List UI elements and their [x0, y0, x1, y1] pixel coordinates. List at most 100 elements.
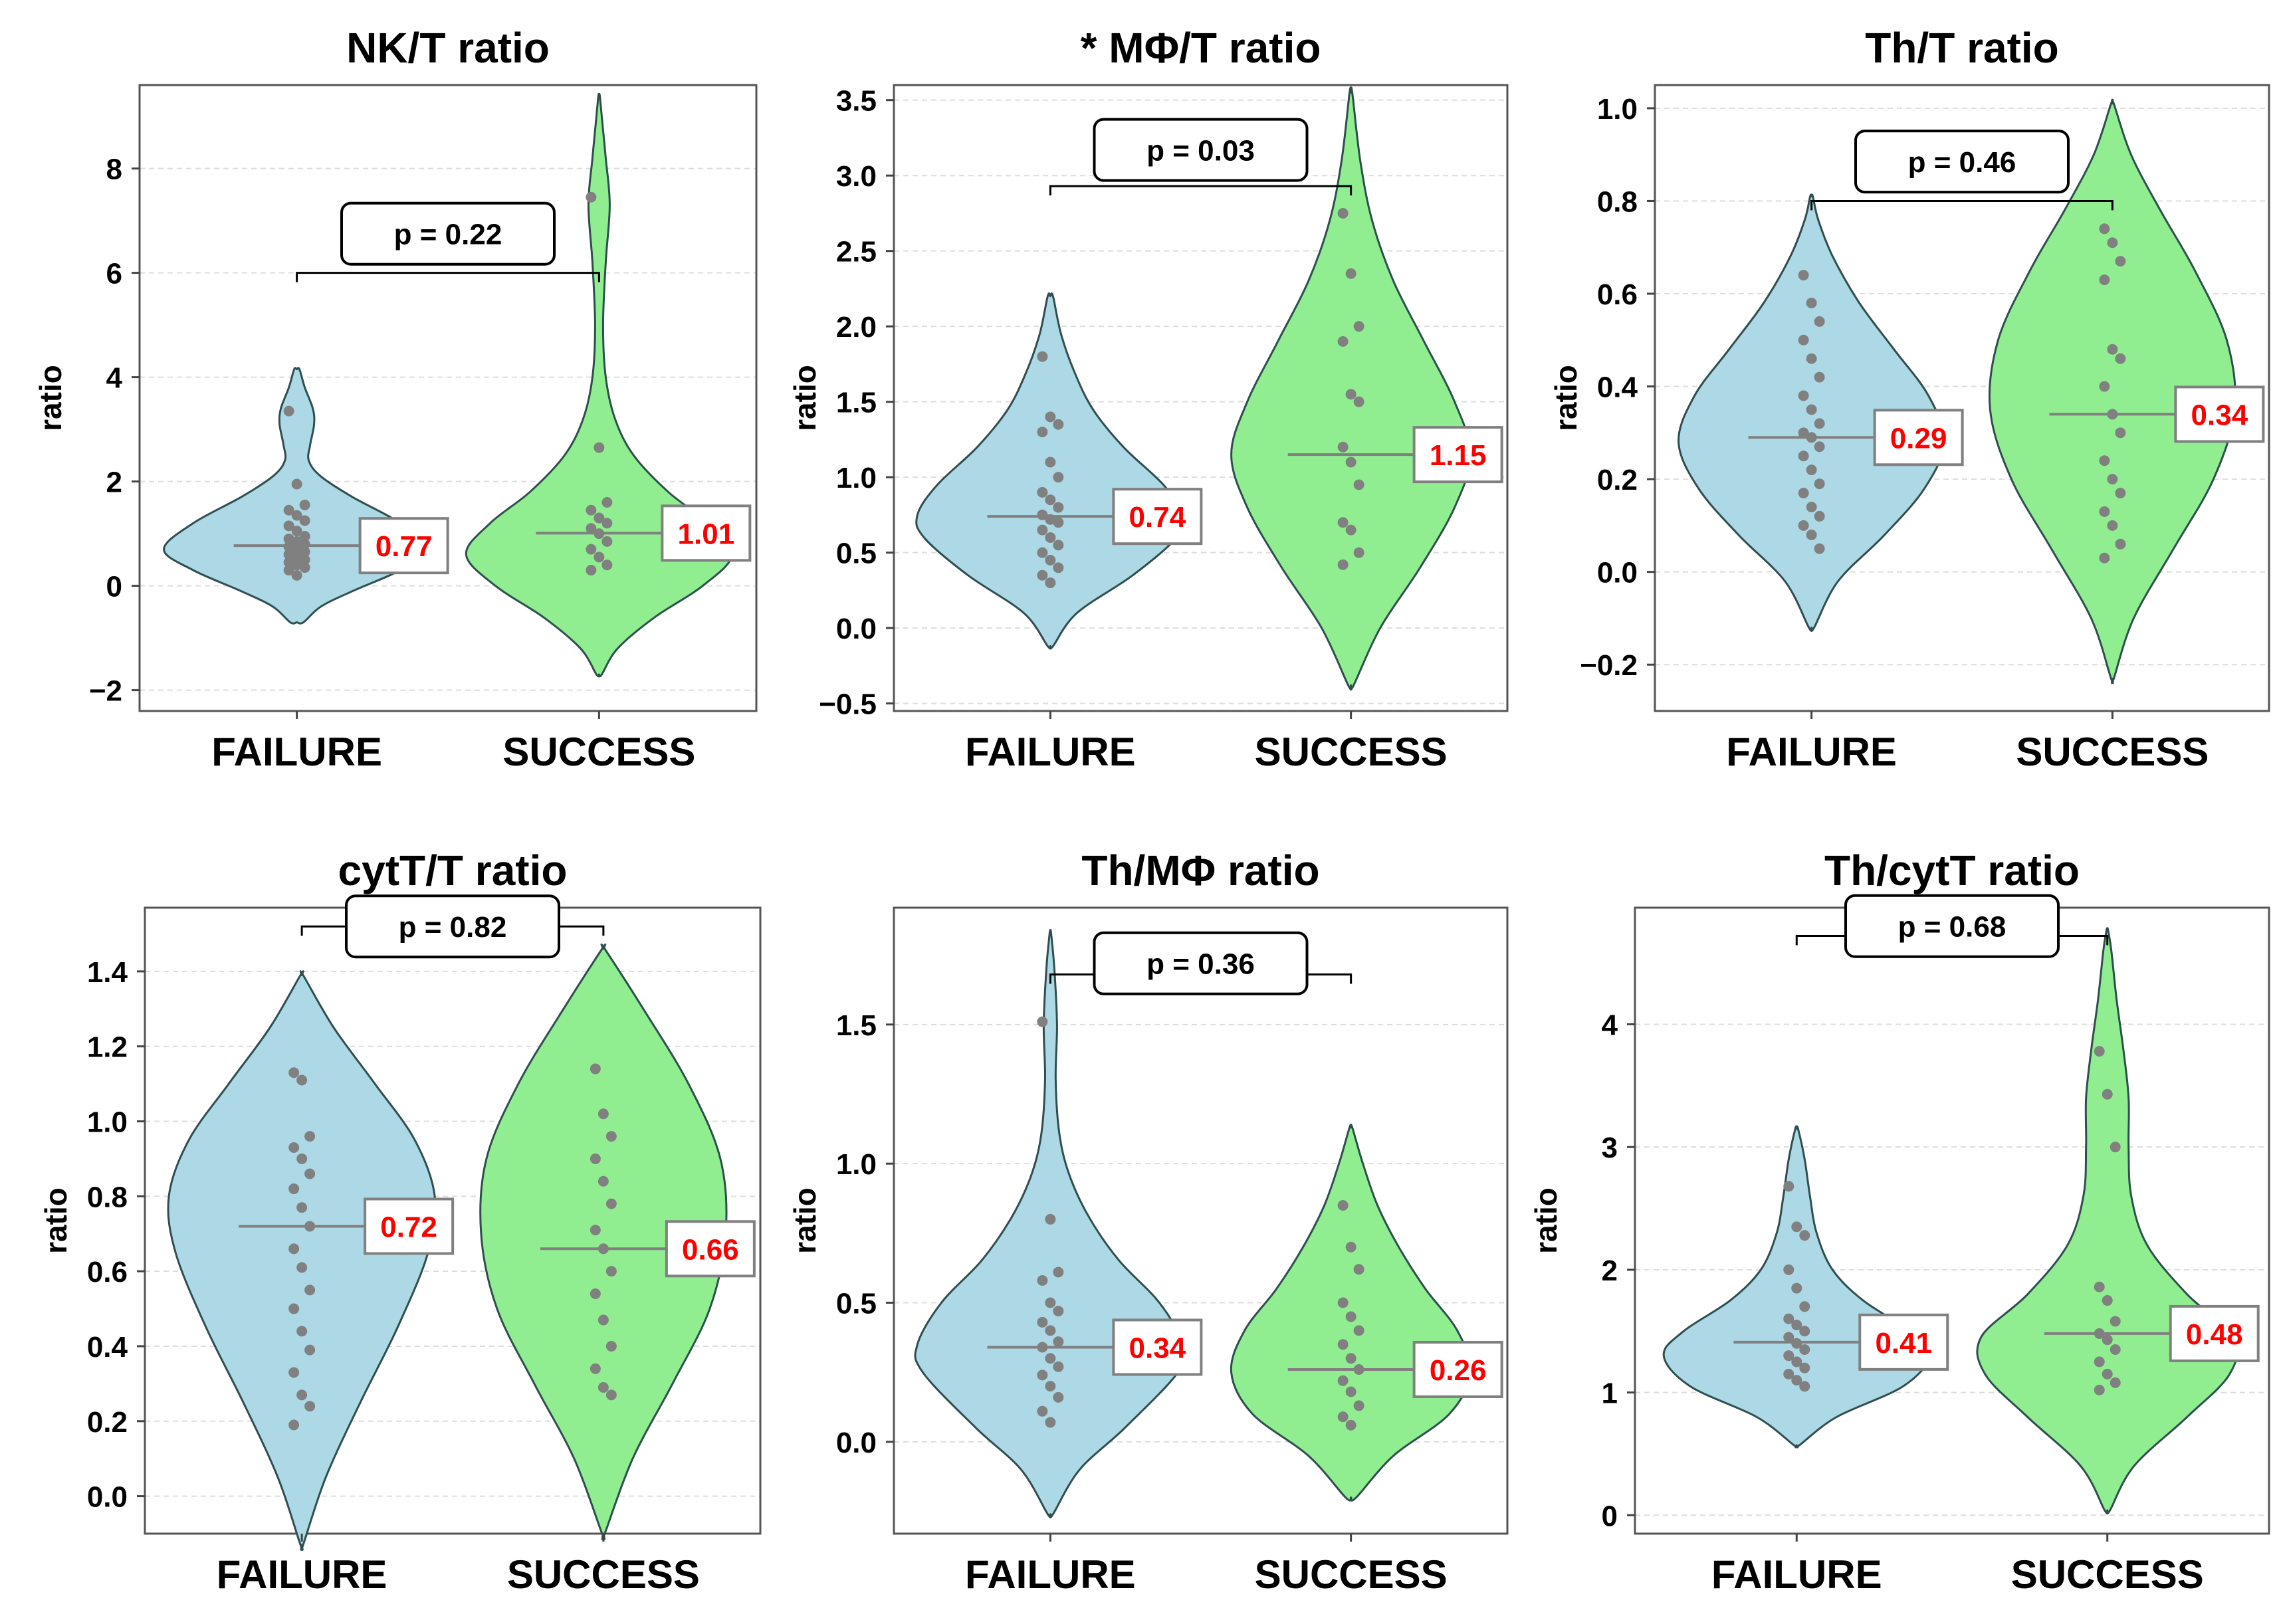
data-point	[2099, 381, 2110, 392]
data-point	[283, 565, 294, 576]
data-point	[296, 1326, 308, 1337]
p-value-box	[1844, 894, 2060, 958]
median-label-box	[1858, 1313, 1949, 1371]
data-point	[2099, 455, 2110, 466]
data-point	[1814, 441, 1825, 453]
data-point	[2102, 1334, 2113, 1346]
data-point	[586, 544, 597, 555]
data-point	[2115, 538, 2126, 550]
data-point	[590, 1153, 601, 1164]
data-point	[590, 1363, 601, 1374]
x-tick-label: FAILURE	[211, 730, 382, 774]
data-point	[1045, 1213, 1056, 1225]
x-tick-label: SUCCESS	[2016, 730, 2209, 774]
data-point	[605, 1389, 617, 1401]
significance-bracket	[1810, 199, 2114, 211]
p-value-box	[345, 894, 560, 959]
data-point	[1799, 1326, 1810, 1337]
y-tick-label: 0.5	[836, 538, 877, 570]
data-point	[1045, 555, 1056, 566]
data-point	[594, 552, 605, 563]
violin-failure	[915, 292, 1186, 650]
x-tick-label: SUCCESS	[1255, 1552, 1448, 1597]
data-point	[1337, 441, 1349, 453]
data-point	[304, 1344, 316, 1356]
x-tick-label: FAILURE	[965, 1552, 1136, 1597]
chart-title: Th/T ratio	[1865, 24, 2059, 72]
significance-bracket	[296, 272, 600, 282]
p-value-label: p = 0.82	[399, 911, 507, 944]
data-point	[288, 1183, 300, 1195]
data-point	[2099, 552, 2110, 563]
data-point	[291, 552, 302, 563]
median-label: 0.77	[376, 530, 433, 563]
y-tick-label: −0.5	[819, 688, 877, 721]
chart-panel-2: * MΦ/T ratio −0.5 0.0 0.5 1.0 1.5 2.0 2.5 3.0 3.5…	[788, 24, 1509, 774]
data-point	[597, 1175, 609, 1187]
y-tick-label: 8	[106, 153, 122, 186]
p-value-box	[340, 201, 556, 266]
data-point	[304, 1284, 316, 1296]
chart-title: Th/MΦ ratio	[1081, 847, 1319, 894]
data-point	[1037, 547, 1048, 558]
data-point	[296, 1389, 308, 1401]
data-point	[291, 526, 302, 537]
y-tick-label: 1.0	[836, 462, 877, 494]
data-point	[2115, 488, 2126, 499]
y-tick-label: 1.5	[836, 387, 877, 419]
y-tick-label: 1.0	[87, 1106, 128, 1139]
data-point	[299, 562, 310, 573]
data-point	[283, 504, 294, 516]
data-point	[1798, 520, 1809, 531]
data-point	[594, 528, 605, 540]
data-point	[1814, 316, 1825, 327]
data-point	[1053, 419, 1064, 430]
data-point	[1045, 514, 1056, 525]
data-point	[1053, 1336, 1064, 1348]
data-point	[586, 191, 597, 203]
chart-title: Th/cytT ratio	[1824, 847, 2080, 894]
data-point	[2107, 344, 2118, 355]
plot-frame	[138, 84, 758, 712]
data-point	[594, 512, 605, 524]
y-tick-label: 0	[1602, 1500, 1618, 1532]
data-point	[304, 1131, 316, 1142]
data-point	[283, 405, 294, 417]
data-point	[586, 523, 597, 534]
data-point	[1814, 418, 1825, 429]
y-tick-label: 0.4	[1597, 371, 1638, 404]
data-point	[1806, 529, 1817, 540]
data-point	[1353, 479, 1364, 490]
p-value-label: p = 0.46	[1908, 146, 2016, 179]
median-label: 0.74	[1129, 501, 1186, 534]
violin-success	[1988, 98, 2236, 684]
data-point	[2102, 1088, 2113, 1100]
y-tick-label: 0.8	[87, 1181, 128, 1213]
data-point	[2110, 1142, 2121, 1153]
data-point	[1798, 451, 1809, 462]
data-point	[2110, 1344, 2121, 1355]
chart-panel-6: Th/cytT ratio 0 1 2 3 4 ratio FAILURE 0.41 SUCCES…	[1529, 847, 2270, 1597]
data-point	[1806, 432, 1817, 443]
data-point	[1053, 540, 1064, 551]
data-point	[1337, 559, 1349, 570]
median-label: 0.29	[1890, 422, 1947, 455]
data-point	[304, 1401, 316, 1412]
y-tick-label: 2	[1602, 1255, 1618, 1287]
median-label: 0.72	[380, 1211, 437, 1243]
data-point	[1353, 321, 1364, 332]
data-point	[1806, 353, 1817, 364]
data-point	[1053, 1267, 1064, 1278]
y-tick-label: 0.6	[1597, 278, 1638, 311]
data-point	[1053, 562, 1064, 573]
data-point	[597, 1314, 609, 1326]
median-label-box	[1112, 488, 1203, 546]
data-point	[597, 1243, 609, 1255]
median-label: 0.66	[682, 1233, 739, 1266]
p-value-label: p = 0.22	[394, 219, 502, 251]
violin-success	[479, 943, 728, 1540]
p-value-label: p = 0.03	[1146, 135, 1255, 167]
y-tick-label: 3.5	[836, 85, 877, 118]
data-point	[1337, 336, 1349, 347]
median-label: 0.34	[1129, 1332, 1186, 1364]
